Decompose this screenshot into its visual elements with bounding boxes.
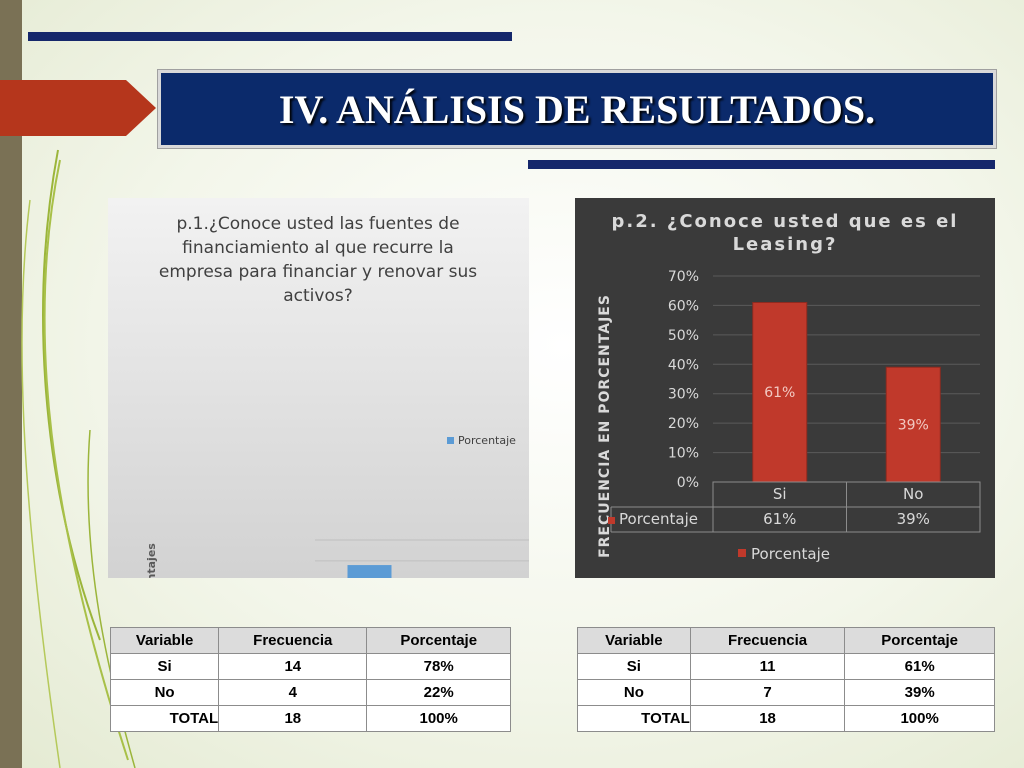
title-banner: IV. ANÁLISIS DE RESULTADOS. bbox=[157, 69, 997, 149]
bottom-accent-bar bbox=[528, 160, 995, 169]
table-cell: Si bbox=[577, 653, 691, 680]
y-tick-label: 70% bbox=[668, 269, 699, 285]
table-row: TOTAL 18 100% bbox=[109, 705, 511, 732]
data-label: 39% bbox=[898, 418, 929, 434]
left-decorative-strip bbox=[0, 0, 22, 768]
table-cell: No bbox=[109, 679, 220, 706]
chart-p2-plot: 0% 10% 20% 30% 40% 50% 60% 70% FRECUENCIA EN POR… bbox=[597, 269, 981, 563]
table-cell: TOTAL bbox=[577, 705, 691, 732]
bar-no bbox=[885, 366, 941, 483]
table-header-row: Variable Frecuencia Porcentaje bbox=[577, 627, 995, 654]
table-series-name: Porcentaje bbox=[619, 510, 698, 528]
table-row: Si 14 78% bbox=[109, 653, 511, 680]
table-cell: 14 bbox=[218, 653, 368, 680]
chart-p2-title-line: p.2. ¿Conoce usted que es el bbox=[611, 211, 959, 232]
y-tick-label: 10% bbox=[668, 446, 699, 462]
chart-p1-title-line: empresa para financiar y renovar sus bbox=[158, 262, 478, 282]
table-header: Porcentaje bbox=[366, 627, 511, 654]
table-header-row: Variable Frecuencia Porcentaje bbox=[109, 627, 511, 654]
data-label: 61% bbox=[764, 385, 795, 401]
table-row: Si 11 61% bbox=[577, 653, 995, 680]
y-axis-label: FRECUENCIA EN PORCENTAJES bbox=[597, 294, 613, 558]
chart-p2-title: p.2. ¿Conoce usted que es el Leasing? bbox=[595, 210, 975, 256]
chart-p2: p.2. ¿Conoce usted que es el Leasing? 0%… bbox=[575, 198, 995, 578]
y-tick-label: 40% bbox=[668, 357, 699, 373]
table-row: TOTAL 18 100% bbox=[577, 705, 995, 732]
bar-si bbox=[347, 565, 392, 578]
chart-p1-title-line: p.1.¿Conoce usted las fuentes de bbox=[176, 214, 460, 234]
x-tick-label: No bbox=[903, 485, 923, 503]
table-value: 61% bbox=[763, 510, 796, 528]
arrow-shape bbox=[0, 80, 156, 136]
table-cell: No bbox=[577, 679, 691, 706]
chart-p1-title: p.1.¿Conoce usted las fuentes de financi… bbox=[138, 212, 498, 308]
table-header: Frecuencia bbox=[689, 627, 846, 654]
table-cell: 100% bbox=[844, 705, 995, 732]
table-cell: TOTAL bbox=[109, 705, 220, 732]
table-row: No 4 22% bbox=[109, 679, 511, 706]
legend-swatch bbox=[447, 437, 454, 444]
table-header: Porcentaje bbox=[844, 627, 995, 654]
chart-p1: p.1.¿Conoce usted las fuentes de financi… bbox=[108, 198, 529, 578]
y-axis-label: Frecuencias en porcentajes bbox=[145, 543, 158, 578]
results-table-p2: Variable Frecuencia Porcentaje Si 11 61%… bbox=[577, 627, 995, 732]
table-cell: 4 bbox=[218, 679, 368, 706]
table-header: Frecuencia bbox=[218, 627, 368, 654]
y-tick-label: 20% bbox=[668, 416, 699, 432]
y-tick-label: 30% bbox=[668, 387, 699, 403]
table-cell: 7 bbox=[689, 679, 846, 706]
decorative-lines bbox=[21, 149, 136, 768]
chart-p1-title-line: financiamiento al que recurre la bbox=[182, 238, 454, 258]
y-tick-label: 0% bbox=[677, 475, 699, 491]
table-value: 39% bbox=[897, 510, 930, 528]
chart-p1-title-line: activos? bbox=[283, 286, 353, 306]
top-accent-bar bbox=[28, 32, 512, 41]
y-tick-label: 50% bbox=[668, 328, 699, 344]
legend-key-swatch bbox=[608, 517, 615, 524]
table-cell: 18 bbox=[689, 705, 846, 732]
table-row: No 7 39% bbox=[577, 679, 995, 706]
table-cell: 100% bbox=[366, 705, 511, 732]
chart-p2-title-line: Leasing? bbox=[732, 234, 838, 255]
table-cell: 18 bbox=[218, 705, 368, 732]
bar-si bbox=[752, 301, 808, 483]
legend-label: Porcentaje bbox=[751, 545, 830, 563]
legend-swatch bbox=[738, 549, 746, 557]
table-cell: 22% bbox=[366, 679, 511, 706]
page-title: IV. ANÁLISIS DE RESULTADOS. bbox=[278, 86, 876, 132]
table-cell: 61% bbox=[844, 653, 995, 680]
legend-label: Porcentaje bbox=[458, 434, 516, 447]
results-table-p1: Variable Frecuencia Porcentaje Si 14 78%… bbox=[109, 627, 511, 732]
chart-p1-plot: Frecuencias en porcentajesSi; 78%No; 22%… bbox=[145, 434, 529, 578]
table-header: Variable bbox=[109, 627, 220, 654]
x-tick-label: Si bbox=[773, 485, 787, 503]
table-cell: 11 bbox=[689, 653, 846, 680]
table-cell: 39% bbox=[844, 679, 995, 706]
y-tick-label: 60% bbox=[668, 298, 699, 314]
table-cell: Si bbox=[109, 653, 220, 680]
table-cell: 78% bbox=[366, 653, 511, 680]
table-header: Variable bbox=[577, 627, 691, 654]
